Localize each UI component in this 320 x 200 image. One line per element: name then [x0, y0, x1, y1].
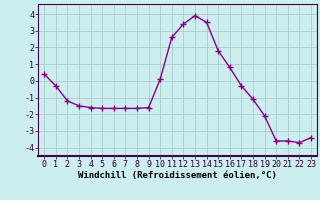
X-axis label: Windchill (Refroidissement éolien,°C): Windchill (Refroidissement éolien,°C) [78, 171, 277, 180]
